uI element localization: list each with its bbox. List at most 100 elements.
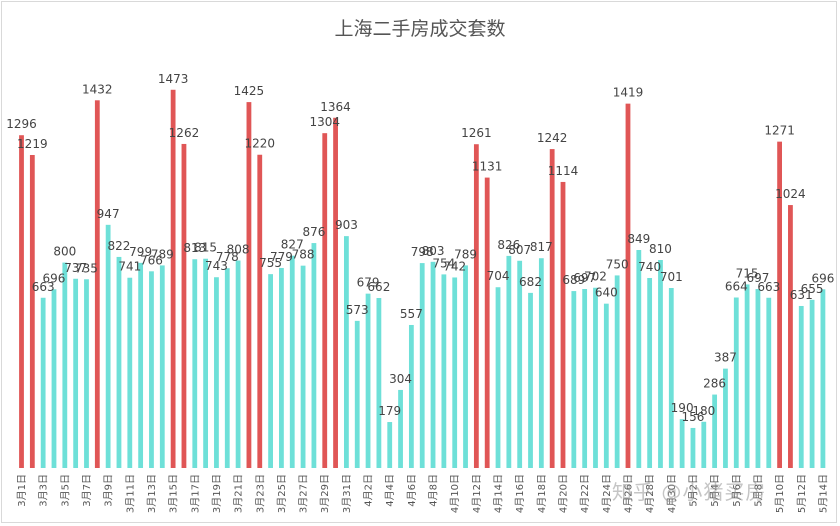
bar-5月14日 bbox=[820, 289, 826, 468]
bar-3月5日 bbox=[62, 262, 68, 468]
x-tick-label: 4月4日 bbox=[384, 474, 396, 507]
bar-4月22日 bbox=[582, 289, 588, 468]
data-label-5月1日: 190 bbox=[671, 401, 694, 415]
bar-4月16日 bbox=[517, 260, 523, 468]
bar-3月14日 bbox=[159, 265, 165, 468]
x-tick-label: 3月29日 bbox=[319, 474, 331, 513]
bar-4月10日 bbox=[452, 277, 458, 468]
data-label-3月11日: 741 bbox=[118, 260, 141, 274]
x-tick-labels-layer: 3月1日 3月3日 3月5日 3月7日 3月9日 3月11日 3月13日 3月15日 3月17日… bbox=[16, 474, 829, 513]
chart-title: 上海二手房成交套数 bbox=[334, 18, 506, 40]
data-label-5月14日: 696 bbox=[811, 271, 834, 285]
data-label-5月10日: 1271 bbox=[764, 124, 795, 138]
data-label-3月20日: 778 bbox=[216, 250, 239, 264]
x-tick-label: 4月26日 bbox=[622, 474, 634, 513]
bar-3月25日 bbox=[279, 267, 284, 468]
bar-3月26日 bbox=[289, 255, 295, 468]
x-tick-label: 4月10日 bbox=[449, 474, 461, 513]
data-label-4月4日: 179 bbox=[378, 404, 401, 418]
x-tick-label: 3月7日 bbox=[81, 474, 93, 507]
x-tick-label: 5月14日 bbox=[817, 474, 829, 513]
bar-3月4日 bbox=[51, 289, 57, 468]
bar-4月12日 bbox=[473, 144, 479, 468]
data-label-5月8日: 697 bbox=[746, 271, 769, 285]
x-tick-label: 5月12日 bbox=[796, 474, 808, 513]
data-label-4月20日: 1114 bbox=[548, 164, 579, 178]
bar-5月4日 bbox=[712, 394, 718, 468]
bar-3月1日 bbox=[19, 135, 24, 468]
x-tick-label: 4月30日 bbox=[666, 474, 678, 513]
data-label-4月7日: 798 bbox=[411, 245, 434, 259]
x-tick-label: 4月8日 bbox=[428, 474, 440, 507]
data-label-4月30日: 701 bbox=[660, 270, 683, 284]
data-label-4月28日: 740 bbox=[638, 260, 661, 274]
bar-3月11日 bbox=[127, 277, 133, 468]
data-label-5月6日: 664 bbox=[725, 280, 748, 294]
data-label-4月16日: 807 bbox=[508, 243, 531, 257]
bar-4月24日 bbox=[603, 303, 609, 468]
data-label-4月22日: 697 bbox=[573, 271, 596, 285]
bars-layer bbox=[19, 89, 826, 469]
data-label-3月2日: 1219 bbox=[17, 137, 48, 151]
bar-4月28日 bbox=[647, 277, 653, 468]
data-label-5月13日: 655 bbox=[801, 282, 824, 296]
x-tick-label: 3月17日 bbox=[189, 474, 201, 513]
bar-4月7日 bbox=[419, 263, 425, 468]
bar-4月18日 bbox=[538, 258, 544, 468]
x-tick-label: 4月16日 bbox=[514, 474, 526, 513]
x-tick-label: 5月2日 bbox=[687, 474, 699, 507]
data-label-4月14日: 704 bbox=[487, 269, 510, 283]
bar-4月11日 bbox=[463, 265, 468, 468]
data-label-3月24日: 755 bbox=[259, 256, 282, 270]
bar-3月30日 bbox=[333, 117, 338, 468]
x-tick-label: 3月27日 bbox=[298, 474, 310, 513]
data-labels-layer: 1296121966369680073773514329478227417997… bbox=[6, 72, 834, 424]
data-label-3月9日: 947 bbox=[97, 207, 120, 221]
data-label-4月25日: 750 bbox=[606, 257, 629, 271]
bar-4月2日 bbox=[365, 293, 371, 468]
bar-4月19日 bbox=[549, 149, 555, 468]
bar-4月5日 bbox=[398, 389, 403, 468]
data-label-3月26日: 827 bbox=[281, 238, 304, 252]
bar-4月6日 bbox=[408, 324, 414, 468]
data-label-4月1日: 573 bbox=[346, 303, 369, 317]
data-label-3月12日: 799 bbox=[129, 245, 152, 259]
data-label-3月25日: 779 bbox=[270, 250, 293, 264]
bar-3月15日 bbox=[170, 89, 176, 469]
bar-3月29日 bbox=[322, 133, 328, 469]
x-tick-label: 5月4日 bbox=[709, 474, 721, 507]
data-label-5月12日: 631 bbox=[790, 288, 813, 302]
bar-4月25日 bbox=[614, 275, 620, 468]
bar-4月20日 bbox=[560, 181, 566, 468]
x-tick-label: 3月25日 bbox=[276, 474, 288, 513]
x-tick-label: 3月31日 bbox=[341, 474, 353, 513]
bar-5月9日 bbox=[766, 297, 772, 468]
bar-3月16日 bbox=[181, 143, 187, 468]
data-label-4月3日: 662 bbox=[367, 280, 390, 294]
data-label-4月18日: 817 bbox=[530, 240, 553, 254]
bar-3月9日 bbox=[105, 224, 111, 468]
bar-3月10日 bbox=[116, 256, 122, 468]
x-tick-label: 4月24日 bbox=[601, 474, 613, 513]
data-label-3月31日: 903 bbox=[335, 218, 358, 232]
x-tick-label: 4月14日 bbox=[493, 474, 505, 513]
data-label-3月18日: 815 bbox=[194, 241, 217, 255]
data-label-3月27日: 788 bbox=[292, 248, 315, 262]
data-label-4月23日: 702 bbox=[584, 270, 607, 284]
bar-4月27日 bbox=[636, 250, 642, 468]
bar-3月19日 bbox=[214, 277, 219, 468]
x-tick-label: 4月12日 bbox=[471, 474, 483, 513]
bar-5月11日 bbox=[788, 205, 793, 468]
data-label-3月23日: 1220 bbox=[244, 137, 275, 151]
x-tick-label: 3月9日 bbox=[103, 474, 115, 507]
data-label-4月10日: 742 bbox=[443, 259, 466, 273]
bar-3月28日 bbox=[311, 243, 317, 468]
bar-3月18日 bbox=[203, 258, 209, 468]
data-label-5月5日: 387 bbox=[714, 351, 737, 365]
x-tick-label: 4月28日 bbox=[644, 474, 656, 513]
bar-3月17日 bbox=[192, 259, 198, 468]
bar-3月21日 bbox=[235, 260, 241, 468]
bar-4月1日 bbox=[354, 320, 360, 468]
x-tick-label: 3月11日 bbox=[124, 474, 136, 513]
